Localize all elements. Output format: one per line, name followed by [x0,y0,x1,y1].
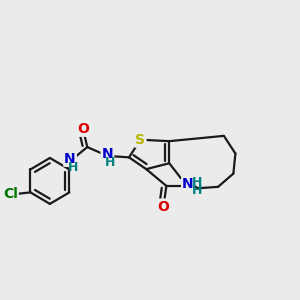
Text: O: O [158,200,169,214]
Text: O: O [77,122,89,136]
Text: H: H [68,161,79,174]
Text: H: H [105,156,116,169]
Text: N: N [182,177,194,190]
Text: S: S [136,133,146,147]
Text: N: N [64,152,76,166]
Text: Cl: Cl [3,187,18,201]
Text: N: N [102,146,113,161]
Text: H: H [191,176,202,190]
Text: H: H [191,184,202,197]
